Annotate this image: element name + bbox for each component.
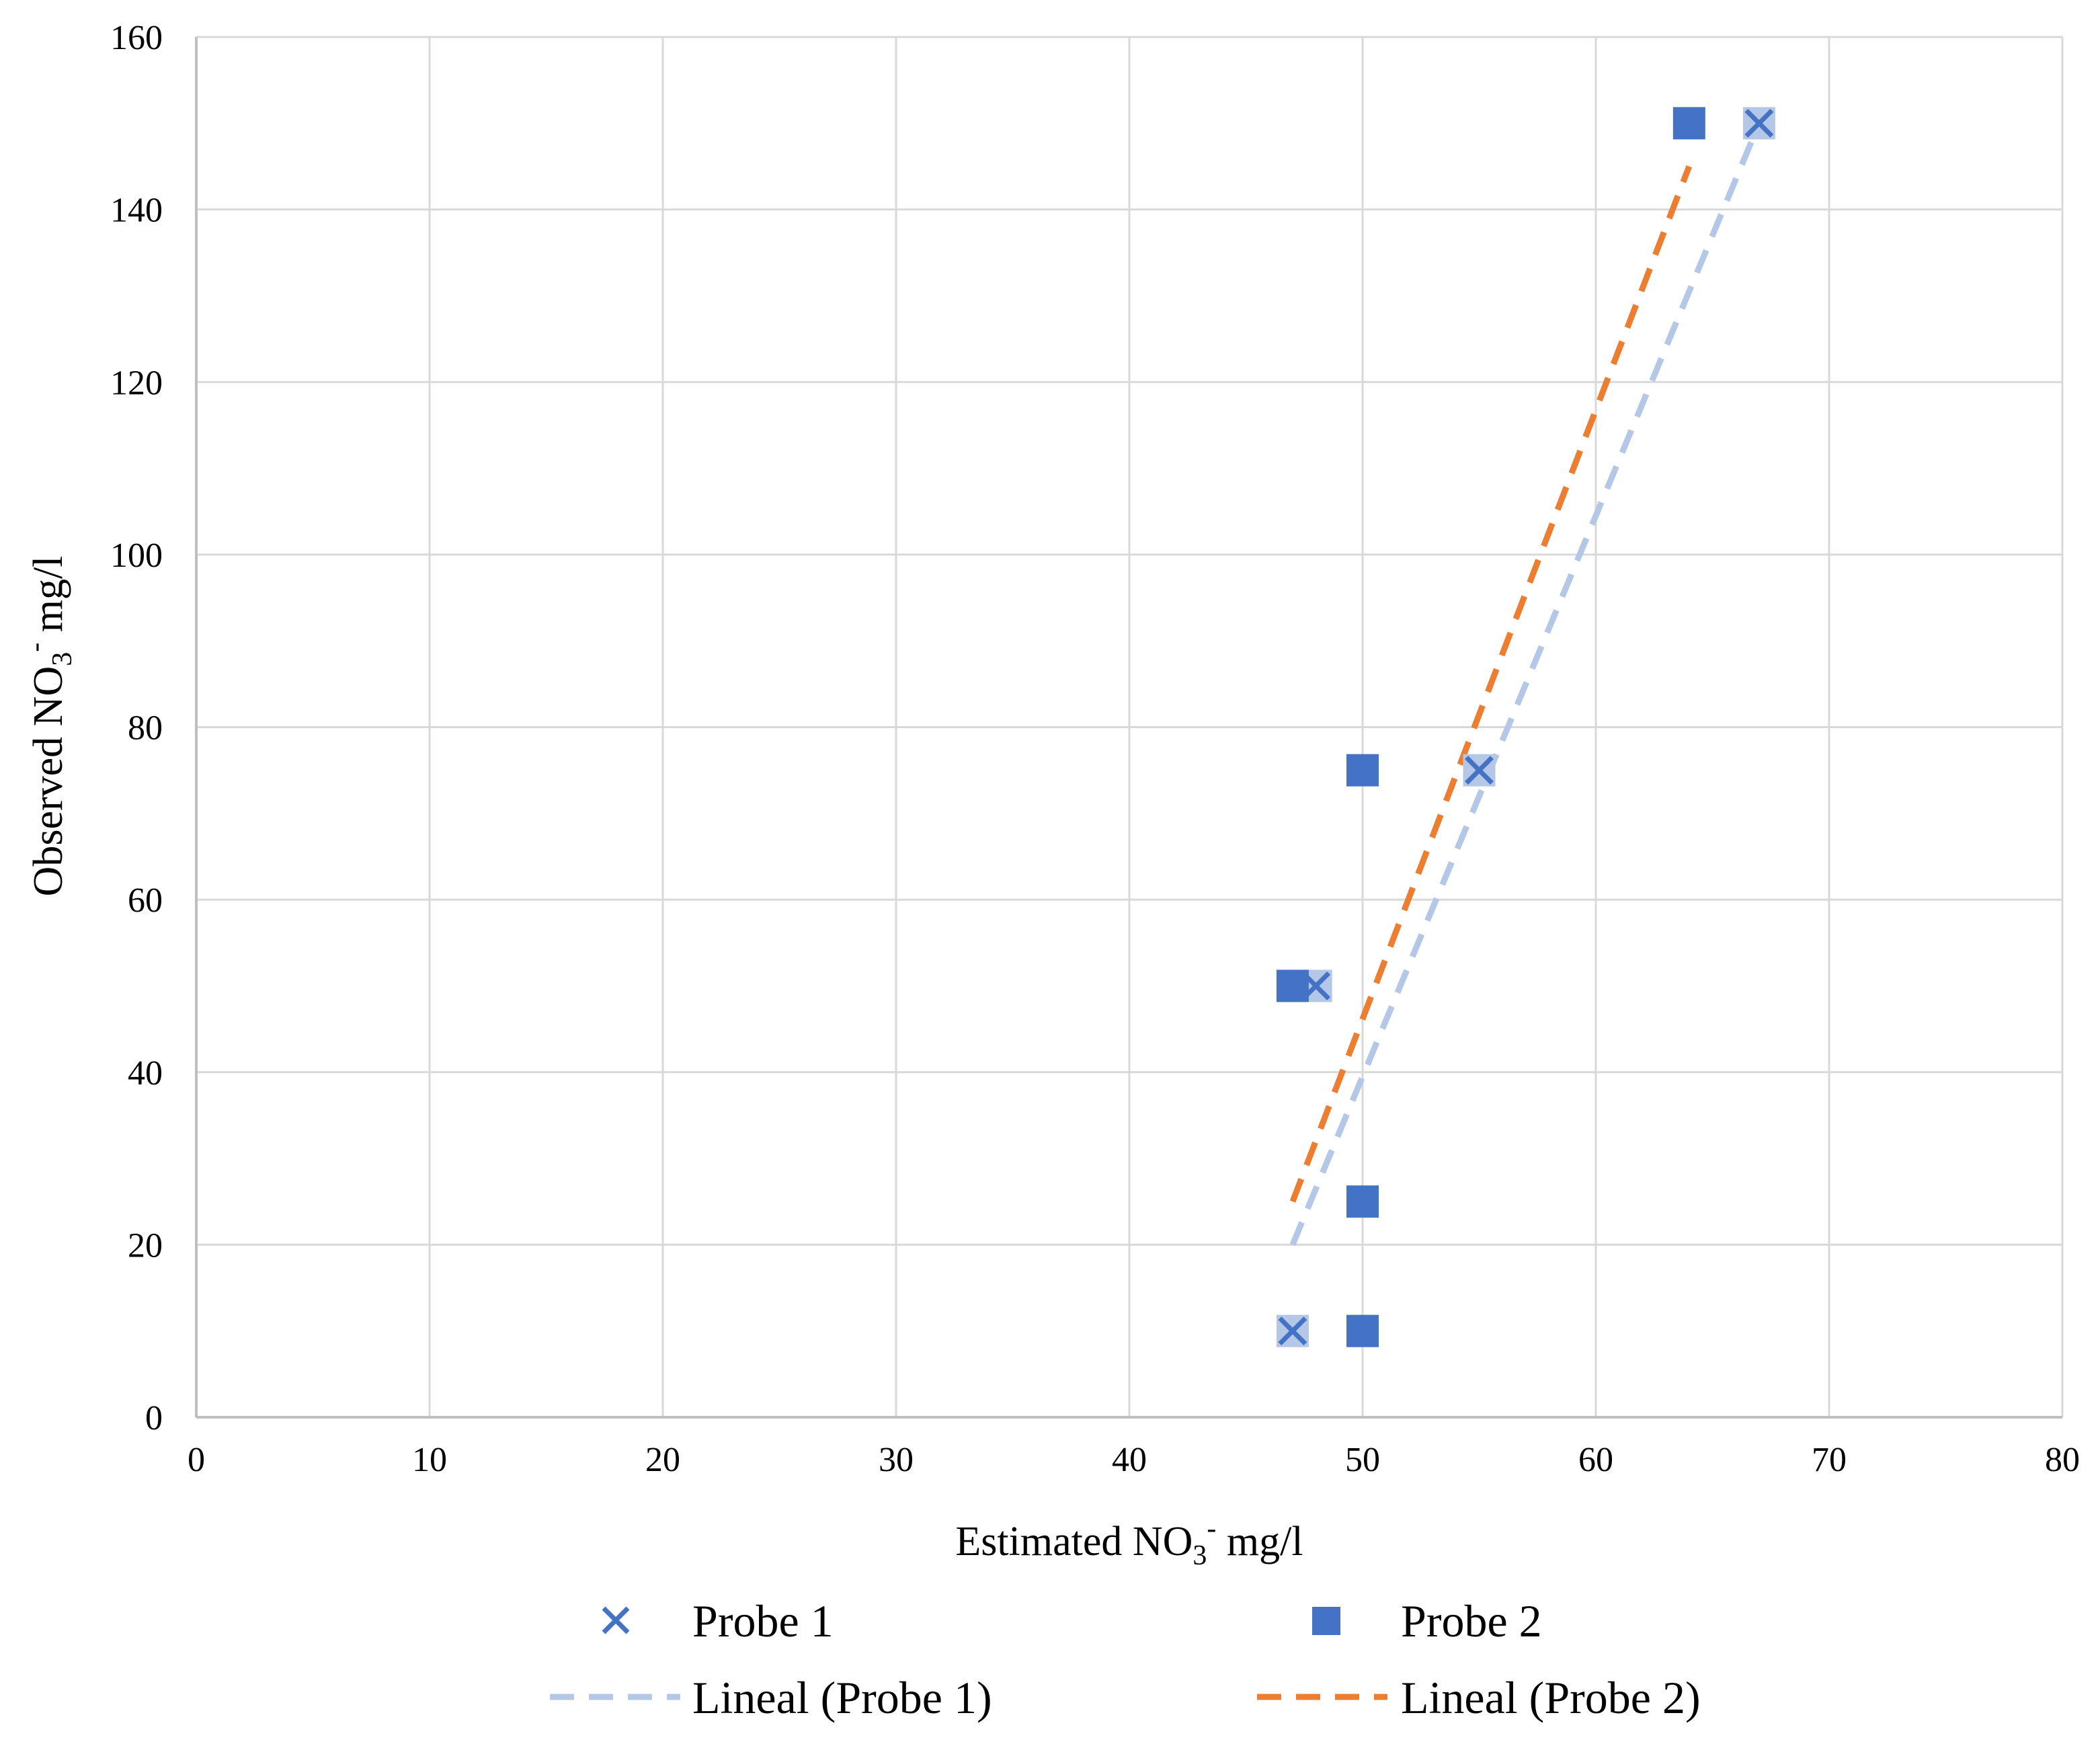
trendline <box>1289 122 1763 1246</box>
data-point-x <box>1463 754 1496 787</box>
grid-lines <box>195 36 2064 1419</box>
legend-item-lineal-probe-1: Lineal (Probe 1) <box>550 1672 992 1723</box>
x-tick-label: 10 <box>412 1441 447 1479</box>
data-point-square <box>1672 107 1705 140</box>
x-tick-label: 80 <box>2045 1441 2080 1479</box>
legend-marker-x <box>602 1606 630 1634</box>
data-point-x <box>1742 107 1775 140</box>
axes <box>195 37 2062 1419</box>
legend-item-probe-2: Probe 2 <box>1312 1595 1542 1646</box>
data-point-x-stroke <box>1465 756 1494 785</box>
data-point-square <box>1276 969 1309 1002</box>
x-tick-label: 70 <box>1812 1441 1847 1479</box>
data-point-square <box>1346 754 1379 787</box>
legend-label-probe-1: Probe 1 <box>692 1595 834 1646</box>
y-tick-label: 80 <box>128 709 163 748</box>
y-tick-label: 120 <box>110 364 163 402</box>
legend-marker-square <box>1312 1607 1340 1635</box>
tick-labels: 0 10 20 30 40 50 60 70 80 0 20 40 60 80 100 120 140 160 <box>110 19 2080 1479</box>
y-tick-label: 160 <box>110 19 163 57</box>
trendlines <box>1289 122 1763 1246</box>
legend: Probe 1 Probe 2 Lineal (Probe 1) Lineal … <box>550 1595 1701 1723</box>
x-tick-label: 40 <box>1112 1441 1147 1479</box>
data-point-x-stroke <box>1278 1316 1307 1346</box>
y-tick-label: 100 <box>110 537 163 575</box>
y-tick-label: 0 <box>145 1399 163 1437</box>
trendline <box>1289 165 1693 1203</box>
y-tick-label: 40 <box>128 1054 163 1093</box>
legend-label-lineal-probe-1: Lineal (Probe 1) <box>692 1672 992 1723</box>
legend-item-lineal-probe-2: Lineal (Probe 2) <box>1257 1672 1701 1723</box>
legend-label-lineal-probe-2: Lineal (Probe 2) <box>1401 1672 1701 1723</box>
y-tick-label: 140 <box>110 192 163 230</box>
x-tick-label: 20 <box>645 1441 680 1479</box>
data-point-square <box>1346 1185 1379 1218</box>
y-tick-label: 60 <box>128 881 163 920</box>
x-tick-label: 30 <box>879 1441 914 1479</box>
data-point-x-stroke <box>1744 108 1774 138</box>
x-tick-label: 60 <box>1578 1441 1613 1479</box>
x-tick-label: 0 <box>188 1441 205 1479</box>
y-axis-title: Observed NO3- mg/l <box>20 556 78 897</box>
y-tick-label: 20 <box>128 1226 163 1265</box>
data-points <box>1276 107 1775 1347</box>
data-point-square <box>1346 1314 1379 1347</box>
legend-item-probe-1: Probe 1 <box>602 1595 834 1646</box>
data-point-x <box>1276 1314 1309 1347</box>
legend-label-probe-2: Probe 2 <box>1401 1595 1542 1646</box>
x-axis-title: Estimated NO3- mg/l <box>955 1513 1303 1571</box>
x-tick-label: 50 <box>1345 1441 1380 1479</box>
